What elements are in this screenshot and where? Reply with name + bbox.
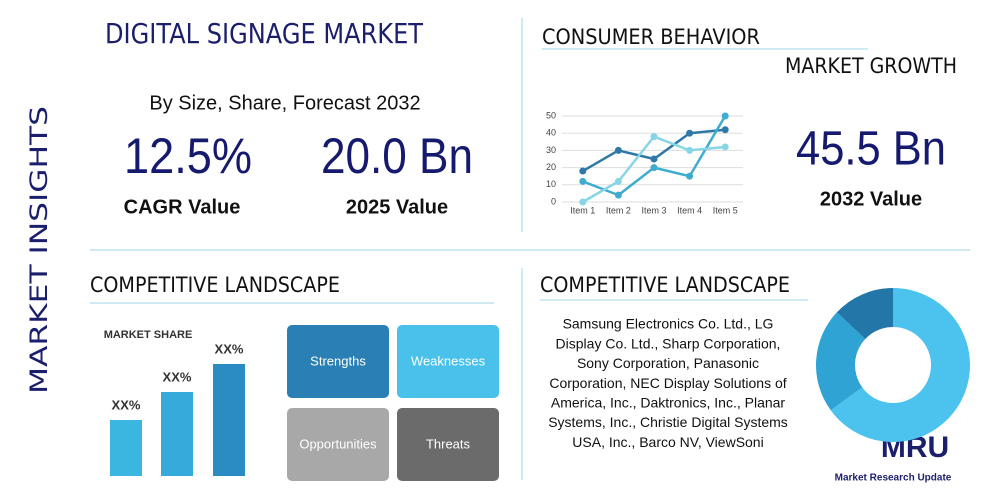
stat-value: 12.5% [124,128,252,184]
donut-segment [815,312,866,411]
side-label: MARKET INSIGHTS [25,106,53,394]
section-heading: COMPETITIVE LANDSCAPE [90,273,340,297]
point [579,167,587,175]
bar [213,364,245,476]
point [579,198,587,206]
point [650,155,658,163]
y-tick-label: 50 [546,110,556,120]
y-tick-label: 10 [546,179,556,189]
company-line: USA, Inc., Barco NV, ViewSoni [572,434,763,450]
swot-box [287,408,389,481]
x-tick-label: Item 1 [570,205,595,215]
point [686,146,694,154]
donut-segment [836,288,893,339]
point [686,129,694,137]
y-tick-label: 0 [551,196,556,206]
swot-box [287,325,389,398]
stat-value: 45.5 Bn [796,123,946,176]
swot-label: Opportunities [299,436,377,451]
point [614,191,622,199]
point [579,177,587,185]
bar [110,420,142,476]
company-line: America, Inc., Daktronics, Inc., Planar [551,395,786,411]
point [614,177,622,185]
value-label: XX% [215,341,244,356]
company-line: Display Co. Ltd., Sharp Corporation, [556,335,781,351]
x-tick-label: Item 2 [606,205,631,215]
point [721,143,729,151]
company-line: Sony Corporation, Panasonic [577,355,759,371]
donut-segment [830,288,970,443]
company-line: Systems, Inc., Christie Digital Systems [548,414,788,430]
value-label: XX% [112,397,141,412]
stat-value: 20.0 Bn [321,128,473,184]
y-tick-label: 20 [546,162,556,172]
section-heading: COMPETITIVE LANDSCAPE [540,273,790,297]
company-line: Corporation, NEC Display Solutions of [549,375,786,391]
y-tick-label: 30 [546,145,556,155]
subtitle: By Size, Share, Forecast 2032 [149,92,420,114]
point [721,112,729,120]
value-label: XX% [163,369,192,384]
logo-name: Market Research Update [835,473,952,484]
y-tick-label: 40 [546,128,556,138]
section-heading: MARKET GROWTH [785,54,957,78]
swot-label: Weaknesses [411,353,486,368]
stat-label: 2025 Value [346,196,448,218]
x-tick-label: Item 4 [677,205,702,215]
title: DIGITAL SIGNAGE MARKET [105,17,424,50]
swot-box [397,408,499,481]
swot-label: Threats [426,436,471,451]
point [721,126,729,134]
x-tick-label: Item 3 [641,205,666,215]
chart-title: MARKET SHARE [104,329,193,341]
swot-label: Strengths [310,353,366,368]
bar [161,392,193,476]
stat-label: CAGR Value [124,196,241,218]
company-line: Samsung Electronics Co. Ltd., LG [563,316,774,332]
point [650,133,658,141]
point [650,164,658,172]
section-heading: CONSUMER BEHAVIOR [542,25,760,49]
point [686,172,694,180]
swot-box [397,325,499,398]
stat-label: 2032 Value [820,188,922,210]
point [614,146,622,154]
x-tick-label: Item 5 [713,205,738,215]
